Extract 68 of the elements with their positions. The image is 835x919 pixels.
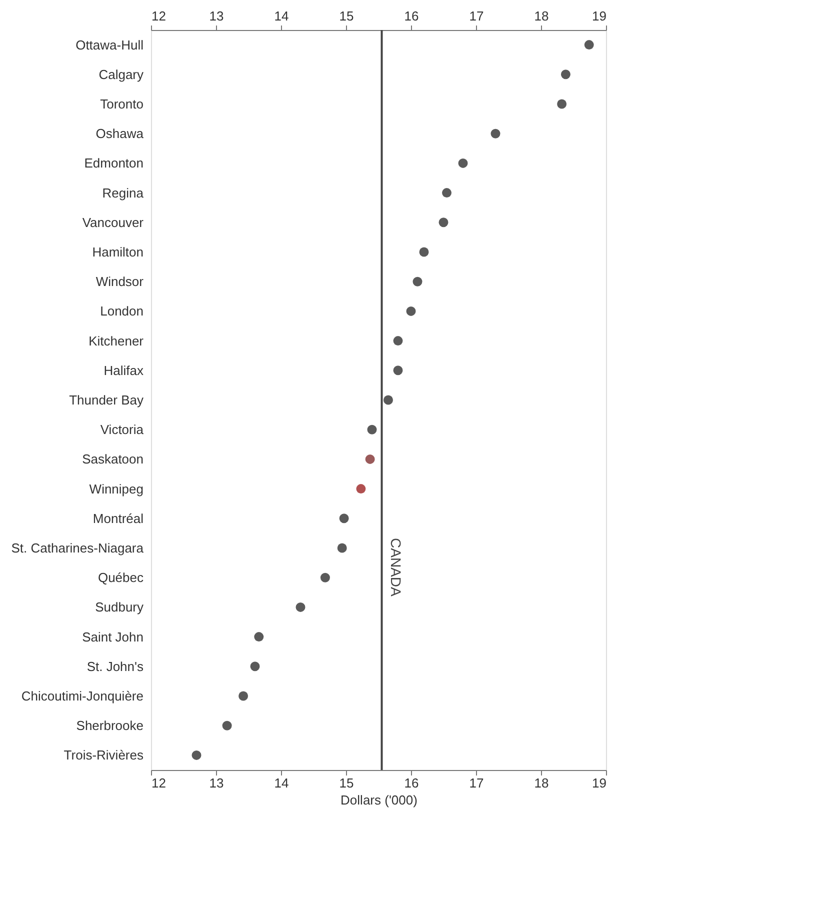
- y-tick-label: Trois-Rivières: [64, 748, 144, 763]
- x2-tick-label: 13: [209, 8, 224, 24]
- y-tick-label: Sudbury: [95, 600, 144, 615]
- point: [584, 40, 594, 50]
- x2-tick-label: 19: [592, 8, 606, 24]
- x-tick-label: 16: [404, 776, 419, 790]
- x-tick-label: 13: [209, 776, 224, 790]
- point: [419, 247, 429, 257]
- point: [238, 691, 248, 701]
- point: [438, 218, 448, 228]
- x2-tick-label: 14: [274, 8, 289, 24]
- x2-tick-label: 16: [404, 8, 419, 24]
- y-tick-label: Québec: [98, 570, 144, 586]
- x-tick-label: 19: [592, 776, 606, 790]
- y-tick-label: Ottawa-Hull: [76, 37, 144, 52]
- x2-tick-label: 15: [339, 8, 354, 24]
- x-tick-label: 15: [339, 776, 354, 790]
- y-tick-label: St. Catharines-Niagara: [11, 540, 144, 556]
- y-tick-label: Regina: [102, 185, 144, 200]
- x-tick-label: 17: [469, 776, 484, 790]
- ref-line-label: CANADA: [388, 538, 404, 598]
- point: [458, 158, 468, 168]
- y-tick-label: Toronto: [100, 96, 144, 112]
- y-tick-label: London: [100, 304, 144, 319]
- point: [560, 70, 570, 80]
- y-tick-label: Hamilton: [92, 244, 144, 260]
- y-tick-label: Saint John: [82, 629, 144, 644]
- y-tick-label: Vancouver: [82, 214, 144, 230]
- point: [365, 454, 375, 464]
- y-tick-label: Sherbrooke: [76, 718, 144, 734]
- point: [490, 128, 500, 138]
- y-tick-label: Calgary: [98, 66, 144, 82]
- point: [442, 188, 452, 198]
- point: [393, 336, 403, 346]
- x2-tick-label: 17: [469, 8, 484, 24]
- x-tick-label: 18: [534, 776, 549, 790]
- point: [296, 602, 306, 612]
- y-tick-label: Windsor: [96, 274, 144, 290]
- y-tick-label: Winnipeg: [89, 481, 144, 496]
- point: [250, 662, 260, 672]
- y-tick-label: Oshawa: [96, 126, 144, 142]
- x-tick-label: 14: [274, 776, 289, 790]
- point: [337, 543, 347, 553]
- point: [254, 632, 264, 642]
- point: [367, 424, 377, 434]
- point: [222, 720, 232, 730]
- y-tick-label: Edmonton: [84, 156, 144, 171]
- y-tick-label: Saskatoon: [82, 452, 144, 467]
- x-tick-label: 12: [152, 776, 166, 790]
- point: [393, 366, 403, 376]
- point: [384, 395, 393, 405]
- point: [412, 276, 422, 286]
- y-tick-label: Chicoutimi-Jonquière: [21, 688, 144, 704]
- point: [557, 99, 567, 109]
- y-tick-label: Thunder Bay: [69, 392, 144, 408]
- point: [192, 750, 202, 760]
- y-tick-label: Halifax: [104, 362, 144, 378]
- x-axis-title: Dollars ('000): [340, 792, 418, 808]
- y-tick-label: Montréal: [92, 510, 144, 526]
- x2-tick-label: 12: [152, 8, 166, 24]
- point: [320, 572, 330, 582]
- y-tick-label: St. John's: [86, 658, 144, 674]
- y-tick-label: Kitchener: [88, 333, 144, 348]
- point: [356, 484, 366, 494]
- point: [406, 306, 416, 316]
- point: [339, 514, 349, 524]
- y-tick-label: Victoria: [100, 422, 144, 438]
- x2-tick-label: 18: [534, 8, 549, 24]
